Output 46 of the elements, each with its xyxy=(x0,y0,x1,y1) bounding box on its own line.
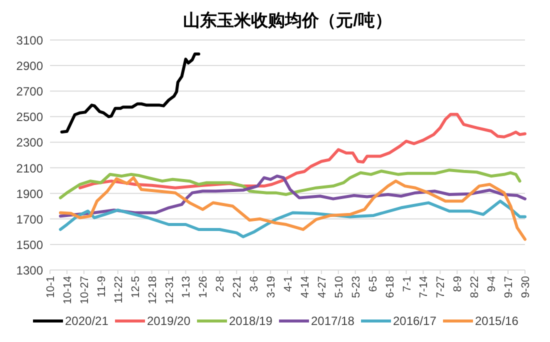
x-tick-label: 9-30 xyxy=(520,276,532,298)
x-tick-label: 8-22 xyxy=(469,276,482,298)
x-tick-label: 3-19 xyxy=(266,276,278,298)
legend-label: 2020/21 xyxy=(65,314,109,328)
x-tick-label: 2-8 xyxy=(214,276,227,292)
x-tick-label: 11-9 xyxy=(96,276,108,298)
y-tick-label: 3100 xyxy=(16,34,44,48)
x-tick-label: 5-10 xyxy=(333,276,346,298)
x-tick-label: 2-21 xyxy=(232,276,244,298)
y-tick-label: 1300 xyxy=(16,264,44,278)
x-tick-label: 9-4 xyxy=(486,276,498,292)
x-tick-label: 6-5 xyxy=(367,276,380,292)
x-tick-label: 6-18 xyxy=(384,276,396,298)
y-tick-label: 1500 xyxy=(16,238,44,252)
x-tick-label: 8-9 xyxy=(452,276,464,292)
x-tick-label: 1-13 xyxy=(180,276,193,298)
x-tick-label: 9-17 xyxy=(503,276,516,298)
y-tick-label: 2500 xyxy=(16,110,44,124)
x-tick-label: 10-1 xyxy=(45,276,57,298)
x-tick-label: 12-18 xyxy=(146,276,159,304)
legend-label: 2016/17 xyxy=(393,314,437,328)
x-tick-label: 11-22 xyxy=(112,276,125,304)
y-tick-label: 1700 xyxy=(16,212,44,226)
x-tick-label: 1-26 xyxy=(198,276,210,298)
x-tick-label: 5-23 xyxy=(350,276,362,298)
y-tick-label: 1900 xyxy=(16,186,44,201)
y-tick-label: 2700 xyxy=(16,84,44,99)
x-tick-label: 10-27 xyxy=(78,276,91,304)
x-tick-label: 4-27 xyxy=(316,276,328,298)
legend-label: 2019/20 xyxy=(147,314,191,328)
y-tick-label: 2900 xyxy=(16,59,44,74)
x-tick-label: 12-5 xyxy=(130,276,142,298)
x-tick-label: 7-27 xyxy=(435,276,448,298)
x-tick-label: 3-6 xyxy=(248,276,261,292)
x-tick-label: 10-14 xyxy=(62,276,74,304)
x-tick-label: 7-14 xyxy=(418,276,430,298)
y-tick-label: 2300 xyxy=(16,136,44,150)
legend-label: 2017/18 xyxy=(311,314,355,328)
legend-label: 2018/19 xyxy=(229,314,273,328)
legend-label: 2015/16 xyxy=(475,314,519,328)
chart-title: 山东玉米收购均价（元/吨） xyxy=(183,11,392,30)
x-tick-label: 12-31 xyxy=(164,276,176,304)
x-tick-label: 4-1 xyxy=(282,276,294,292)
x-tick-label: 4-14 xyxy=(299,276,312,298)
x-tick-label: 7-1 xyxy=(401,276,414,292)
y-tick-label: 2100 xyxy=(16,161,44,176)
